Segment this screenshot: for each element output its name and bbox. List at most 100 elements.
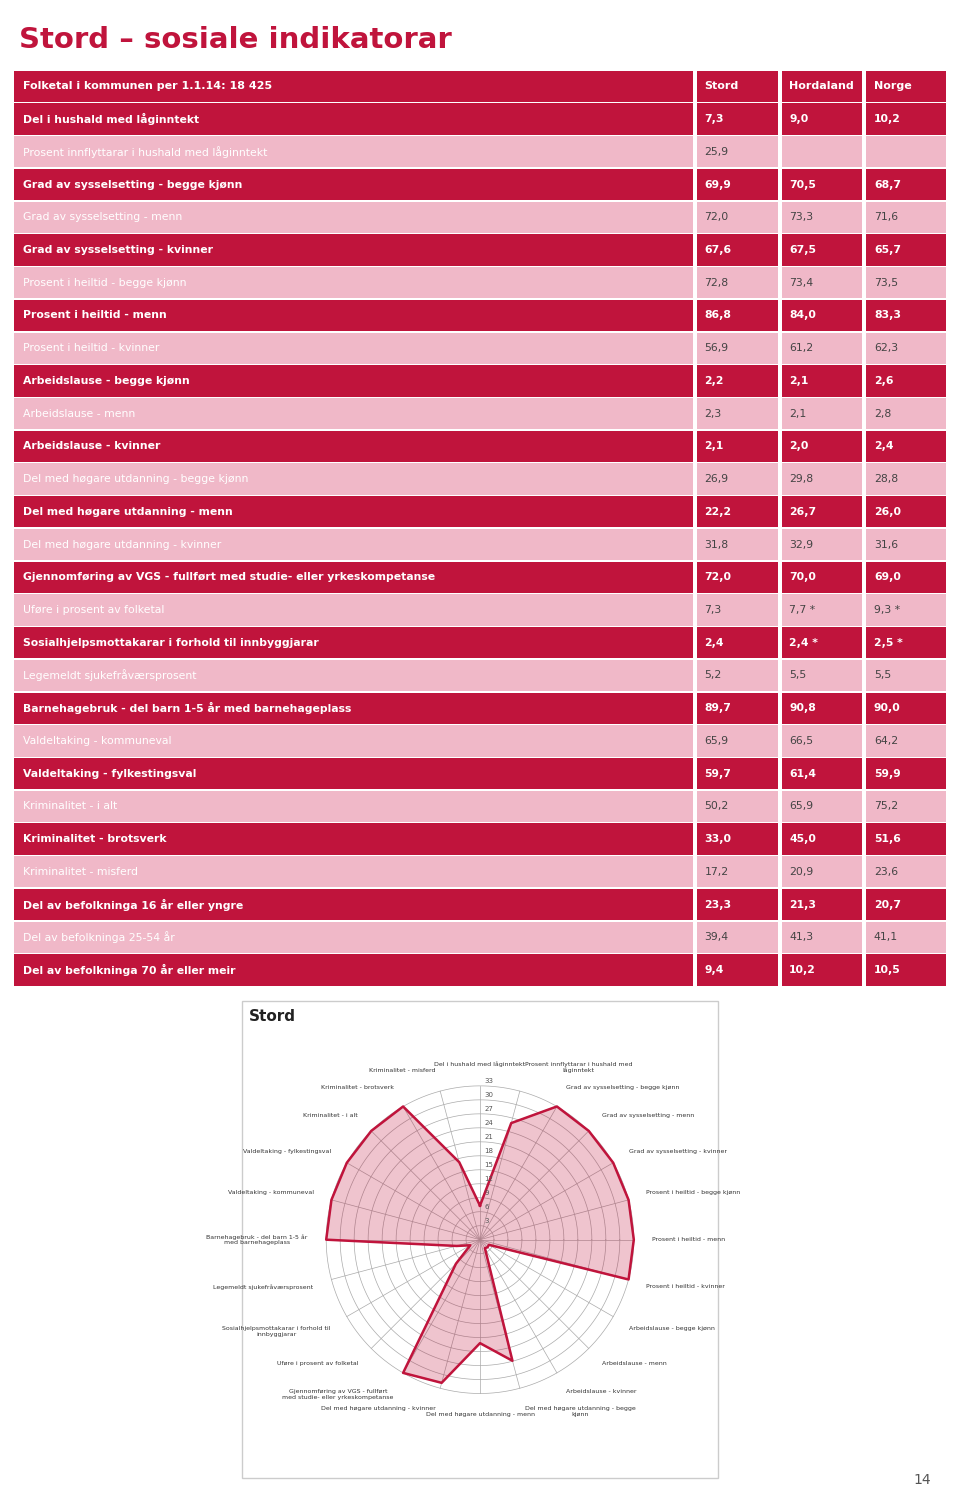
Text: 10,2: 10,2 [789,966,816,974]
Bar [867,463,947,495]
Bar [867,332,947,364]
Text: Valdeltaking - fylkestingsval: Valdeltaking - fylkestingsval [243,1149,331,1153]
Bar [14,529,693,560]
Text: 45,0: 45,0 [789,834,816,845]
Bar [14,431,693,462]
Bar [867,824,947,855]
Bar [781,365,862,396]
Bar [14,627,693,659]
Text: 2,2: 2,2 [705,375,724,386]
Bar [14,299,693,331]
Text: 2,6: 2,6 [874,375,894,386]
Bar [781,922,862,954]
Text: 9,3 *: 9,3 * [874,605,900,615]
Bar [781,168,862,200]
Text: 66,5: 66,5 [789,736,813,746]
Text: 15: 15 [485,1162,493,1168]
Text: Arbeidslause - kvinner: Arbeidslause - kvinner [566,1389,636,1393]
Text: 62,3: 62,3 [874,343,898,353]
Bar [781,758,862,790]
Text: 73,4: 73,4 [789,277,813,288]
Text: Del i hushald med låginntekt: Del i hushald med låginntekt [23,113,199,125]
Bar [781,103,862,134]
Bar [14,463,693,495]
Bar [697,201,778,232]
Text: Prosent i heiltid - begge kjønn: Prosent i heiltid - begge kjønn [23,277,186,288]
Text: Valdeltaking - fylkestingsval: Valdeltaking - fylkestingsval [23,769,196,779]
Bar [242,1001,718,1478]
Text: 2,4: 2,4 [705,638,724,648]
Text: 65,7: 65,7 [874,244,900,255]
Bar [697,398,778,429]
Bar [867,595,947,626]
Text: Stord: Stord [705,82,738,91]
Bar [867,365,947,396]
Bar [781,857,862,888]
Bar [867,136,947,167]
Text: 72,0: 72,0 [705,212,729,222]
Bar [14,922,693,954]
Text: Stord – sosiale indikatorar: Stord – sosiale indikatorar [19,25,452,54]
Bar [14,726,693,757]
Text: Sosialhjelpsmottakarar i forhold til innbyggjarar: Sosialhjelpsmottakarar i forhold til inn… [23,638,319,648]
Text: 65,9: 65,9 [789,802,813,812]
Text: 2,4: 2,4 [874,441,894,451]
Text: 29,8: 29,8 [789,474,813,484]
Text: Arbeidslause - menn: Arbeidslause - menn [23,408,135,419]
Text: 2,1: 2,1 [789,408,806,419]
Text: 26,7: 26,7 [789,507,816,517]
Text: Del i hushald med låginntekt: Del i hushald med låginntekt [435,1062,525,1067]
Bar [781,70,862,101]
Bar [867,758,947,790]
Text: Barnehagebruk - del barn 1-5 år med barnehageplass: Barnehagebruk - del barn 1-5 år med barn… [23,702,351,714]
Text: Kriminalitet - i alt: Kriminalitet - i alt [303,1113,358,1118]
Text: 83,3: 83,3 [874,310,900,320]
Bar [14,496,693,527]
Bar [14,234,693,265]
Bar [867,791,947,822]
Text: 90,8: 90,8 [789,703,816,714]
Text: 20,7: 20,7 [874,900,900,909]
Text: 21: 21 [485,1134,493,1140]
Bar [697,890,778,921]
Bar [781,660,862,691]
Text: 56,9: 56,9 [705,343,729,353]
Bar [867,398,947,429]
Text: 68,7: 68,7 [874,180,900,189]
Text: Stord: Stord [250,1009,297,1024]
Text: 69,9: 69,9 [705,180,732,189]
Text: 89,7: 89,7 [705,703,732,714]
Text: Sosialhjelpsmottakarar i forhold til
innbyggjarar: Sosialhjelpsmottakarar i forhold til inn… [223,1326,331,1337]
Text: 59,9: 59,9 [874,769,900,779]
Bar [867,267,947,298]
Text: 26,9: 26,9 [705,474,729,484]
Text: 90,0: 90,0 [874,703,900,714]
Text: 72,8: 72,8 [705,277,729,288]
Text: Uføre i prosent av folketal: Uføre i prosent av folketal [23,605,164,615]
Bar [867,70,947,101]
Bar [697,529,778,560]
Text: 9,0: 9,0 [789,115,808,124]
Text: 10,2: 10,2 [874,115,900,124]
Text: Del med høgare utdanning - menn: Del med høgare utdanning - menn [425,1413,535,1417]
Bar [697,267,778,298]
Text: Kriminalitet - misferd: Kriminalitet - misferd [23,867,138,876]
Text: 72,0: 72,0 [705,572,732,583]
Bar [781,890,862,921]
Text: Arbeidslause - menn: Arbeidslause - menn [602,1362,666,1366]
Text: 28,8: 28,8 [874,474,898,484]
Text: 23,3: 23,3 [705,900,732,909]
Bar [867,726,947,757]
Bar [14,267,693,298]
Bar [781,431,862,462]
Text: 5,5: 5,5 [789,670,806,681]
Text: 84,0: 84,0 [789,310,816,320]
Text: 25,9: 25,9 [705,148,729,156]
Bar [867,922,947,954]
Bar [14,758,693,790]
Text: 2,8: 2,8 [874,408,891,419]
Bar [697,234,778,265]
Bar [781,201,862,232]
Text: 26,0: 26,0 [874,507,900,517]
Bar [697,332,778,364]
